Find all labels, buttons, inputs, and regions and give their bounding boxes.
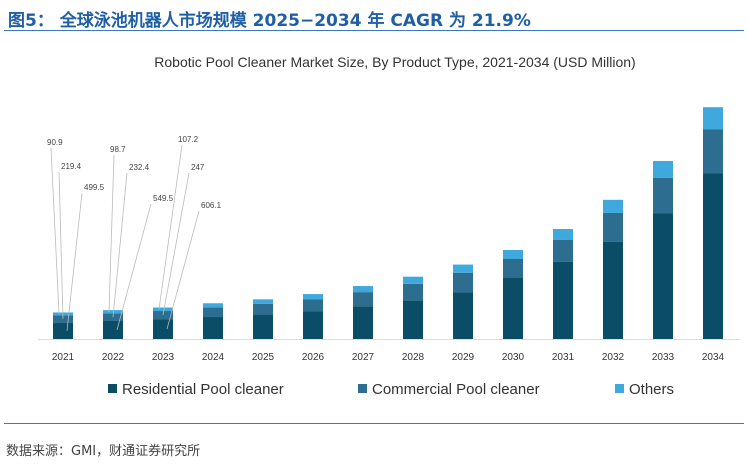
x-tick-label: 2026: [302, 352, 325, 363]
bar-2033-1: [653, 178, 673, 214]
leader-line: [162, 172, 190, 316]
legend-swatch: [615, 384, 624, 393]
x-tick-label: 2023: [152, 352, 175, 363]
bar-2032-2: [603, 199, 623, 213]
bar-2031-0: [553, 261, 573, 339]
x-tick-label: 2024: [202, 352, 225, 363]
bar-2034-1: [703, 129, 723, 174]
bar-2030-2: [503, 249, 523, 259]
data-label: 219.4: [61, 162, 82, 171]
x-tick-label: 2031: [552, 352, 575, 363]
bar-2022-2: [103, 310, 123, 314]
bar-2027-1: [353, 292, 373, 307]
data-label: 247: [191, 163, 205, 172]
leader-line: [66, 192, 83, 331]
bar-2029-0: [453, 292, 473, 339]
bar-2027-2: [353, 286, 373, 293]
data-label: 606.1: [201, 201, 222, 210]
data-label: 107.2: [178, 135, 199, 144]
x-tick-label: 2033: [652, 352, 675, 363]
bar-2029-2: [453, 264, 473, 273]
bar-2034-0: [703, 173, 723, 339]
source-note: 数据来源：GMI，财通证券研究所: [6, 444, 201, 459]
figure-title: 图5： 全球泳池机器人市场规模 2025−2034 年 CAGR 为 21.9%: [8, 11, 531, 31]
data-label: 98.7: [110, 145, 126, 154]
leader-line: [116, 203, 152, 331]
x-tick-label: 2029: [452, 352, 475, 363]
bar-2034-2: [703, 107, 723, 130]
bar-2026-2: [303, 294, 323, 300]
bar-2021-0: [53, 322, 73, 339]
data-label: 499.5: [84, 183, 105, 192]
stacked-bar-chart: Robotic Pool Cleaner Market Size, By Pro…: [38, 54, 740, 398]
bar-2025-0: [253, 314, 273, 339]
legend-label: Residential Pool cleaner: [122, 381, 284, 398]
footer-divider: [4, 423, 744, 424]
bar-2032-1: [603, 212, 623, 242]
bar-2025-2: [253, 299, 273, 304]
leader-line: [112, 172, 128, 318]
x-tick-label: 2021: [52, 352, 75, 363]
x-tick-label: 2025: [252, 352, 275, 363]
legend-swatch: [358, 384, 367, 393]
leader-line: [166, 210, 200, 330]
x-tick-label: 2030: [502, 352, 525, 363]
bar-2033-0: [653, 213, 673, 339]
legend-label: Commercial Pool cleaner: [372, 381, 540, 398]
bar-2030-0: [503, 278, 523, 339]
data-label: 90.9: [47, 138, 63, 147]
data-label: 232.4: [129, 163, 150, 172]
bar-2026-1: [303, 299, 323, 312]
x-tick-label: 2028: [402, 352, 425, 363]
legend-label: Others: [629, 381, 674, 398]
x-tick-label: 2032: [602, 352, 625, 363]
bar-2025-1: [253, 303, 273, 315]
bar-2022-0: [103, 320, 123, 339]
bar-2028-2: [403, 276, 423, 284]
data-label: 549.5: [153, 194, 174, 203]
x-tick-label: 2027: [352, 352, 375, 363]
bar-2024-1: [203, 307, 223, 318]
x-tick-label: 2022: [102, 352, 125, 363]
bar-2029-1: [453, 272, 473, 293]
bar-2030-1: [503, 259, 523, 279]
bar-2023-2: [153, 307, 173, 312]
bar-2027-0: [353, 306, 373, 339]
leader-line: [158, 144, 183, 310]
bar-2021-1: [53, 315, 73, 323]
bar-2023-0: [153, 319, 173, 339]
bar-2031-2: [553, 229, 573, 240]
title-divider: [4, 30, 744, 31]
leader-line: [108, 154, 115, 312]
bar-2031-1: [553, 239, 573, 262]
bar-2024-2: [203, 303, 223, 308]
bar-2032-0: [603, 241, 623, 339]
legend-swatch: [108, 384, 117, 393]
bar-2033-2: [653, 160, 673, 179]
x-tick-label: 2034: [702, 352, 725, 363]
bar-2024-0: [203, 317, 223, 339]
bar-2028-1: [403, 283, 423, 301]
chart-title: Robotic Pool Cleaner Market Size, By Pro…: [154, 54, 635, 70]
leader-line: [50, 147, 60, 314]
bar-2028-0: [403, 300, 423, 339]
leader-line: [58, 171, 64, 320]
bar-2026-0: [303, 311, 323, 339]
